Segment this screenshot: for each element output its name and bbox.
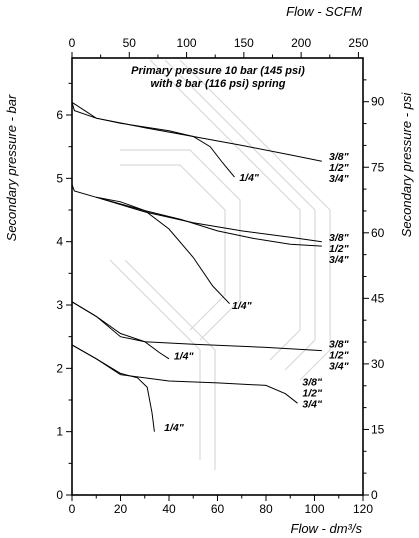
left-tick-label: 5 xyxy=(56,171,63,185)
series-labels-layer: 3/8"1/2"3/4"1/4"3/8"1/2"3/4"1/4"3/8"1/2"… xyxy=(164,151,349,434)
top-axis-ticks: 0 50 100 150 200 250 xyxy=(69,36,369,58)
watermark-logo xyxy=(109,59,331,470)
series-label: 1/4" xyxy=(174,351,195,363)
right-axis-ticks: 0 15 30 45 60 75 90 xyxy=(363,79,385,502)
bottom-axis-label: Flow - dm³/s xyxy=(291,521,363,536)
right-tick-label: 30 xyxy=(371,357,385,371)
series-layer xyxy=(71,101,322,432)
series-label: 3/8" xyxy=(302,376,323,388)
left-tick-label: 6 xyxy=(56,108,63,122)
left-tick-label: 3 xyxy=(56,298,63,312)
chart-title: Primary pressure 10 bar (145 psi) xyxy=(131,65,305,77)
right-tick-label: 90 xyxy=(371,95,385,109)
bottom-tick-label: 20 xyxy=(114,502,128,516)
bottom-tick-label: 100 xyxy=(304,502,324,516)
series-label: 3/4" xyxy=(329,360,350,372)
series-label: 1/2" xyxy=(329,162,350,174)
series-line-group1-3 xyxy=(71,101,121,124)
top-axis-label: Flow - SCFM xyxy=(286,4,362,19)
chart-subtitle: with 8 bar (116 psi) spring xyxy=(151,78,286,90)
top-tick-label: 150 xyxy=(234,36,254,50)
right-tick-label: 60 xyxy=(371,226,385,240)
left-axis-ticks: 0 1 2 3 4 5 6 xyxy=(56,82,72,502)
top-tick-label: 100 xyxy=(177,36,197,50)
bottom-tick-label: 80 xyxy=(259,502,273,516)
series-label: 1/2" xyxy=(302,387,323,399)
series-label: 1/2" xyxy=(329,243,350,255)
bottom-tick-label: 0 xyxy=(69,502,76,516)
top-tick-label: 0 xyxy=(69,36,76,50)
series-line-group1-1 xyxy=(71,102,322,162)
series-label: 3/4" xyxy=(329,254,350,266)
right-axis-label: Secondary pressure - psi xyxy=(399,92,414,238)
left-axis-label: Secondary pressure - bar xyxy=(4,94,19,241)
series-line-group3-2 xyxy=(71,301,170,360)
top-tick-label: 200 xyxy=(291,36,311,50)
series-label: 1/2" xyxy=(329,349,350,361)
series-label: 3/4" xyxy=(329,173,350,185)
series-label: 1/4" xyxy=(164,422,185,434)
left-tick-label: 2 xyxy=(56,361,63,375)
bottom-tick-label: 60 xyxy=(211,502,225,516)
series-line-group1-2 xyxy=(120,122,235,178)
right-tick-label: 0 xyxy=(371,488,378,502)
left-tick-label: 1 xyxy=(56,425,63,439)
left-tick-label: 4 xyxy=(56,235,63,249)
series-line-group2-2 xyxy=(100,198,322,247)
series-label: 1/4" xyxy=(232,300,253,312)
bottom-axis-ticks: 0 20 40 60 80 100 120 xyxy=(69,495,373,516)
right-tick-label: 45 xyxy=(371,291,385,305)
top-tick-label: 50 xyxy=(123,36,137,50)
left-tick-label: 0 xyxy=(56,488,63,502)
right-tick-label: 75 xyxy=(371,160,385,174)
series-line-group4-2 xyxy=(71,344,155,432)
plot-frame xyxy=(71,57,364,496)
series-label: 1/4" xyxy=(239,172,260,184)
bottom-tick-label: 120 xyxy=(353,502,373,516)
series-line-group2-1 xyxy=(71,184,322,243)
series-label: 3/8" xyxy=(329,338,350,350)
series-line-group2-3 xyxy=(96,196,230,305)
series-label: 3/8" xyxy=(329,232,350,244)
bottom-tick-label: 40 xyxy=(162,502,176,516)
series-label: 3/4" xyxy=(302,398,323,410)
top-tick-label: 250 xyxy=(348,36,368,50)
series-label: 3/8" xyxy=(329,151,350,163)
right-tick-label: 15 xyxy=(371,422,385,436)
